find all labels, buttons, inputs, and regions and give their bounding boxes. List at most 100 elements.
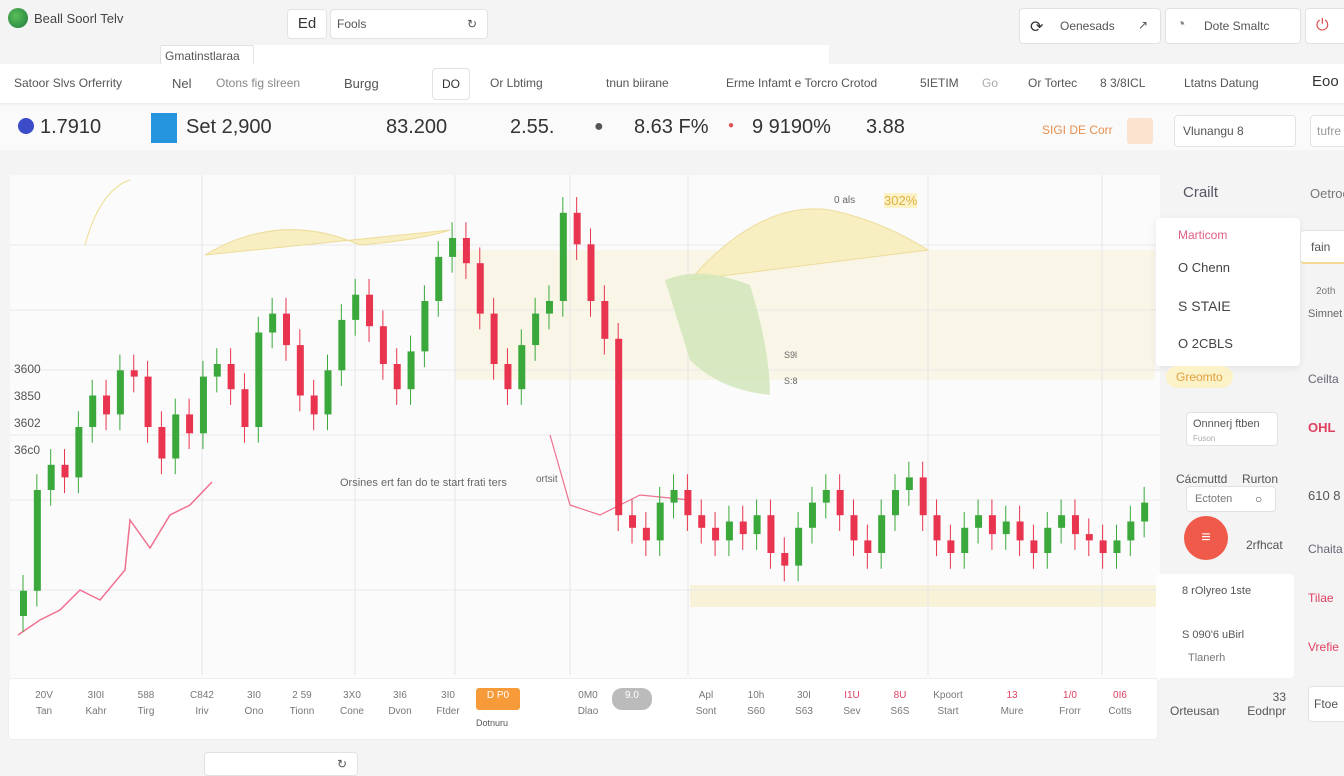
- timeline-item[interactable]: 588 Tirg: [124, 688, 168, 720]
- timeline-item[interactable]: 3I0 Ftder: [426, 688, 470, 720]
- timeline-label: Cotts: [1108, 706, 1132, 717]
- timeline-label: Iriv: [195, 706, 209, 717]
- candle: [781, 553, 789, 566]
- panel2-item: Vrefie: [1308, 640, 1339, 654]
- timeline-item[interactable]: 9.0: [612, 688, 652, 710]
- candle: [795, 527, 803, 566]
- toolbar-dropdown[interactable]: Otons fig slreen: [216, 76, 301, 90]
- toolbar-item[interactable]: Burgg: [344, 76, 379, 91]
- y-tick-label: 3850: [14, 389, 41, 403]
- timeline-item[interactable]: 3I0 Ono: [232, 688, 276, 720]
- interval-select[interactable]: Vlunangu 8: [1174, 115, 1296, 147]
- timeline-item[interactable]: 2 59 Tionn: [280, 688, 324, 720]
- toolbar-item[interactable]: Erme Infamt e Torcro Crotod: [726, 76, 878, 90]
- toolbar-item[interactable]: Go: [982, 76, 999, 90]
- menu-item[interactable]: S STAIE: [1178, 298, 1231, 314]
- chart-annotation: S:8: [784, 376, 798, 386]
- toolbar-item[interactable]: 5IETIM: [920, 76, 959, 90]
- price-chart[interactable]: [0, 170, 1160, 680]
- candle: [684, 490, 692, 516]
- menu-item[interactable]: O Chenn: [1178, 260, 1231, 275]
- ed-button[interactable]: Ed: [287, 9, 327, 39]
- timeline-right[interactable]: 33 Eodnpr: [1247, 690, 1286, 718]
- timeline-label: Kpoort: [933, 690, 963, 701]
- candle: [296, 345, 304, 396]
- timeline-item[interactable]: 30I S63: [782, 688, 826, 720]
- candle: [89, 395, 97, 427]
- list-item[interactable]: S 090'6 uBirl: [1182, 629, 1245, 641]
- panel-list: [1156, 574, 1294, 678]
- extra-field[interactable]: tufre: [1310, 115, 1344, 147]
- timeline-label: 0I6: [1113, 690, 1127, 701]
- timeline-label: Dvon: [388, 706, 412, 717]
- timeline-item[interactable]: 1/0 Frorr: [1048, 688, 1092, 720]
- timeline-item[interactable]: 3I6 Dvon: [378, 688, 422, 720]
- refresh-icon: ⟳: [1030, 19, 1044, 36]
- panel-field[interactable]: Onnnerj ftben Fuson: [1186, 412, 1278, 446]
- candle: [808, 502, 816, 528]
- toolbar-item[interactable]: Or Tortec: [1028, 76, 1078, 90]
- timeline-label: 8U: [893, 690, 907, 701]
- toolbar-item[interactable]: Or Lbtimg: [490, 76, 543, 90]
- timeline-label: I1U: [844, 690, 860, 701]
- timeline-right[interactable]: Orteusan: [1170, 704, 1220, 718]
- candle: [656, 502, 664, 541]
- timeline-item[interactable]: 0I6 Cotts: [1098, 688, 1142, 720]
- bottom-input[interactable]: ↻: [204, 752, 358, 776]
- search-input[interactable]: Fools ↻: [330, 9, 488, 39]
- timeline-item[interactable]: C842 Iriv: [180, 688, 224, 720]
- candle: [490, 313, 498, 364]
- power-button[interactable]: ⏻: [1305, 8, 1344, 44]
- timeline-button[interactable]: Ftoe: [1308, 686, 1344, 722]
- toolbar-item[interactable]: Satoor Slvs Orferrity: [14, 76, 123, 90]
- header-button-1[interactable]: ⟳ Oenesads ↗: [1019, 8, 1161, 44]
- clock-icon: ◔: [1176, 16, 1186, 33]
- timeline-item[interactable]: 0M0 Dlao: [566, 688, 610, 720]
- circle-icon: ○: [1255, 492, 1263, 506]
- timeline-item[interactable]: 8U S6S: [878, 688, 922, 720]
- panel2-input[interactable]: fain: [1300, 230, 1344, 264]
- candle: [642, 527, 650, 541]
- timeline-label: Tan: [35, 706, 53, 717]
- toolbar-item[interactable]: tnun biirane: [606, 76, 669, 90]
- menu-item[interactable]: O 2CBLS: [1178, 336, 1233, 351]
- candle: [227, 364, 235, 390]
- candle: [1030, 540, 1038, 553]
- toolbar-item[interactable]: Ltatns Datung: [1184, 76, 1259, 90]
- candle: [753, 515, 761, 535]
- candle: [573, 212, 581, 245]
- timeline-label: Mure: [1000, 706, 1024, 717]
- list-item[interactable]: Tlanerh: [1188, 652, 1226, 664]
- timeline-item[interactable]: Apl Sont: [684, 688, 728, 720]
- toolbar-button[interactable]: DO: [432, 68, 470, 100]
- chart-annotation: 302%: [884, 193, 918, 208]
- timeline-label: Ono: [244, 706, 264, 717]
- panel-select[interactable]: Ectoten ○: [1186, 486, 1276, 512]
- toolbar-item[interactable]: Nel: [172, 76, 192, 91]
- candle: [476, 263, 484, 314]
- timeline-item[interactable]: 3I0I Kahr: [74, 688, 118, 720]
- action-fab[interactable]: ≡: [1184, 516, 1228, 560]
- list-item[interactable]: 8 rOlyreo 1ste: [1182, 585, 1252, 597]
- timeline-item[interactable]: 10h S60: [734, 688, 778, 720]
- timeline-label: Sev: [843, 706, 861, 717]
- chart-annotation: ortsit: [536, 474, 558, 485]
- timeline-label: Dlao: [577, 706, 599, 717]
- timeline-item[interactable]: D P0 Dotnuru: [476, 688, 520, 728]
- candle: [1016, 521, 1024, 541]
- candle: [47, 464, 55, 490]
- workspace-tab[interactable]: Gmatinstlaraa: [160, 45, 254, 65]
- timeline-item[interactable]: 13 Mure: [990, 688, 1034, 720]
- toolbar-item[interactable]: 8 3/8ICL: [1100, 76, 1146, 90]
- timeline-item[interactable]: Kpoort Start: [926, 688, 970, 720]
- status-icon[interactable]: [1127, 118, 1153, 144]
- coin-icon: [18, 118, 34, 134]
- timeline-item[interactable]: I1U Sev: [830, 688, 874, 720]
- area-shape: [665, 273, 770, 395]
- stats-bar: [0, 106, 1344, 150]
- timeline-item[interactable]: 3X0 Cone: [330, 688, 374, 720]
- header-button-2[interactable]: ◔ Dote Smaltc: [1165, 8, 1301, 44]
- timeline-label: 3I0: [247, 690, 261, 701]
- toolbar-item[interactable]: Eoo: [1312, 73, 1339, 90]
- timeline-item[interactable]: 20V Tan: [22, 688, 66, 720]
